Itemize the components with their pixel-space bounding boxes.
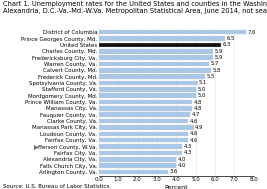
Bar [99,87,195,92]
Text: 4.6: 4.6 [189,138,198,143]
Text: 5.0: 5.0 [197,87,206,92]
Text: 5.5: 5.5 [207,74,215,79]
Text: 5.9: 5.9 [215,49,223,54]
Text: 4.3: 4.3 [184,144,192,149]
Bar [99,138,188,143]
Text: 4.6: 4.6 [189,119,198,124]
Text: Chart 1. Unemployment rates for the United States and counties in the Washington: Chart 1. Unemployment rates for the Unit… [3,1,267,14]
Text: 5.7: 5.7 [211,61,219,67]
Text: 4.7: 4.7 [191,112,200,117]
Text: 5.0: 5.0 [197,93,206,98]
Text: 3.6: 3.6 [170,170,178,174]
Bar [99,43,221,47]
Text: 5.8: 5.8 [213,68,221,73]
Text: 6.3: 6.3 [222,42,230,47]
Text: 4.3: 4.3 [184,150,192,155]
Bar [99,151,182,155]
Bar [99,112,190,117]
Text: 5.1: 5.1 [199,81,207,85]
Bar [99,100,192,104]
Bar [99,119,188,123]
Bar [99,170,168,174]
Text: 4.6: 4.6 [189,131,198,136]
Bar [99,144,182,149]
Text: 4.0: 4.0 [178,157,186,162]
Bar [99,106,192,111]
Bar [99,163,176,168]
Text: 4.8: 4.8 [193,100,202,105]
Bar [99,132,188,136]
X-axis label: Percent: Percent [164,185,188,189]
Bar [99,68,211,73]
Bar [99,49,213,53]
Bar [99,74,205,79]
Text: Source: U.S. Bureau of Labor Statistics.: Source: U.S. Bureau of Labor Statistics. [3,184,111,189]
Bar [99,62,209,66]
Bar [99,81,198,85]
Text: 4.8: 4.8 [193,106,202,111]
Bar [99,93,195,98]
Bar [99,30,246,34]
Bar [99,125,194,130]
Bar [99,157,176,162]
Text: 4.9: 4.9 [195,125,203,130]
Text: 4.0: 4.0 [178,163,186,168]
Text: 5.9: 5.9 [215,55,223,60]
Text: 7.6: 7.6 [248,30,256,35]
Text: 6.5: 6.5 [226,36,234,41]
Bar [99,36,225,41]
Bar [99,55,213,60]
